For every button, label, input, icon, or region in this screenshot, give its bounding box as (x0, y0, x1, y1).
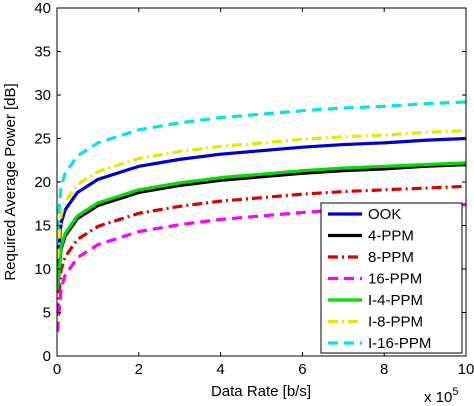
y-tick-label: 15 (34, 218, 51, 235)
y-tick-label: 40 (34, 0, 51, 17)
y-tick-label: 5 (43, 305, 51, 322)
x-tick-label: 2 (135, 361, 143, 378)
series-line-i-4-ppm (57, 161, 466, 291)
series-line-ook (57, 136, 466, 267)
legend-label: 8-PPM (368, 249, 414, 266)
tick-labels-layer: 0 2 4 6 8 10 0 5 10 15 20 25 30 35 40 (34, 0, 474, 378)
legend-label: I-16-PPM (368, 335, 431, 352)
legend-label: I-8-PPM (368, 314, 423, 331)
x-exponent-base: x 10 (424, 389, 452, 406)
x-tick-label: 4 (216, 361, 224, 378)
legend-label: 16-PPM (368, 271, 422, 288)
x-tick-label: 6 (298, 361, 306, 378)
series-line-i-8-ppm (57, 129, 466, 259)
y-tick-label: 10 (34, 261, 51, 278)
ticks-layer (56, 7, 467, 357)
x-tick-label: 8 (380, 361, 388, 378)
y-tick-label: 35 (34, 44, 51, 61)
y-tick-label: 30 (34, 87, 51, 104)
x-tick-label: 10 (458, 361, 474, 378)
legend-label: 4-PPM (368, 228, 414, 245)
y-tick-label: 0 (43, 348, 51, 365)
x-exponent-label: x 105 (424, 386, 458, 406)
legend-label: I-4-PPM (368, 292, 423, 309)
series-line-8-ppm (57, 184, 466, 314)
series-line-i-16-ppm (57, 100, 466, 230)
x-exponent-power: 5 (452, 386, 458, 398)
legend: OOK 4-PPM 8-PPM 16-PPM I-4-PPM I-8-PPM I-16-PP… (320, 202, 463, 354)
y-tick-label: 20 (34, 174, 51, 191)
legend-label: OOK (368, 206, 401, 223)
y-axis-label: Required Average Power [dB] (2, 83, 19, 280)
y-tick-label: 25 (34, 131, 51, 148)
x-axis-label: Data Rate [b/s] (211, 383, 311, 400)
x-tick-label: 0 (53, 361, 61, 378)
